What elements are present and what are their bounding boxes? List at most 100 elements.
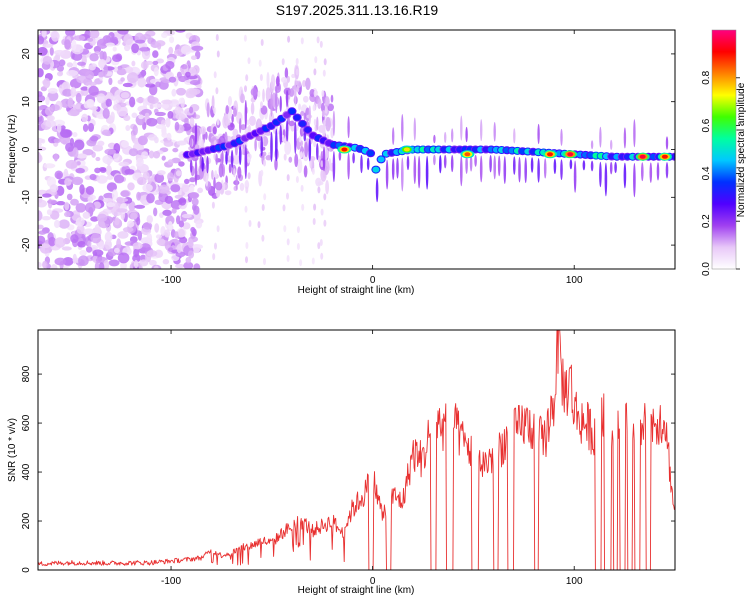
heatmap-noise-cell — [232, 154, 240, 165]
heatmap-noise-cell — [45, 96, 50, 106]
heatmap-noise-cell — [39, 243, 51, 249]
heatmap-noise-cell — [96, 38, 108, 49]
heatmap-noise-cell — [641, 162, 644, 182]
heatmap-noise-cell — [330, 94, 334, 103]
heatmap-noise-cell — [125, 66, 134, 74]
heatmap-noise-cell — [38, 110, 42, 117]
heatmap-noise-cell — [161, 131, 168, 138]
heatmap-noise-cell — [665, 162, 669, 179]
heatmap-noise-cell — [189, 177, 196, 183]
heatmap-noise-cell — [286, 255, 290, 262]
heatmap-noise-cell — [244, 205, 248, 213]
colorbar-tick-label: 0.4 — [701, 166, 712, 180]
heatmap-noise-cell — [138, 47, 151, 52]
heatmap-noise-cell — [433, 154, 436, 166]
heatmap-noise-cell — [132, 124, 138, 136]
heatmap-noise-cell — [323, 58, 327, 66]
heatmap-noise-cell — [573, 160, 577, 193]
heatmap-noise-cell — [295, 58, 299, 65]
heatmap-noise-cell — [261, 204, 265, 211]
heatmap-noise-cell — [84, 30, 91, 40]
heatmap-noise-cell — [212, 253, 216, 261]
heatmap-noise-cell — [156, 58, 165, 64]
x-tick-label: 100 — [566, 576, 583, 587]
heatmap-noise-cell — [112, 104, 122, 111]
heatmap-noise-cell — [185, 256, 192, 264]
heatmap-noise-cell — [262, 151, 267, 157]
heatmap-noise-cell — [266, 71, 270, 88]
heatmap-noise-cell — [142, 183, 153, 193]
heatmap-noise-cell — [194, 159, 198, 186]
heatmap-noise-cell — [313, 118, 317, 126]
heatmap-noise-cell — [38, 261, 42, 268]
heatmap-noise-cell — [183, 261, 194, 269]
heatmap-noise-cell — [302, 95, 309, 103]
heatmap-noise-cell — [116, 238, 122, 250]
heatmap-noise-cell — [70, 198, 79, 206]
heatmap-noise-cell — [170, 184, 181, 193]
heatmap-noise-cell — [401, 157, 404, 192]
heatmap-noise-cell — [311, 167, 315, 175]
heatmap-noise-cell — [203, 153, 207, 164]
heatmap-noise-cell — [238, 146, 242, 165]
heatmap-noise-cell — [133, 259, 139, 269]
heatmap-noise-cell — [71, 51, 83, 61]
heatmap-noise-cell — [97, 71, 105, 78]
snr-y-axis-label: SNR (10 * v/v) — [7, 418, 18, 482]
heatmap-noise-cell — [322, 124, 326, 137]
heatmap-noise-cell — [67, 97, 74, 109]
heatmap-noise-cell — [312, 218, 316, 225]
heatmap-noise-cell — [433, 134, 436, 144]
heatmap-noise-cell — [90, 216, 99, 222]
heatmap-noise-cell — [87, 196, 94, 202]
heatmap-noise-cell — [85, 81, 97, 87]
heatmap-noise-cell — [146, 193, 155, 204]
heatmap-noise-cell — [175, 170, 182, 177]
heatmap-noise-cell — [230, 149, 234, 168]
heatmap-ridge-cell — [299, 120, 306, 127]
heatmap-noise-cell — [233, 107, 237, 118]
heatmap-noise-cell — [260, 136, 264, 157]
heatmap-noise-cell — [74, 103, 81, 110]
heatmap-noise-cell — [197, 187, 204, 194]
heatmap-noise-cell — [174, 231, 180, 239]
heatmap-noise-cell — [366, 157, 370, 171]
heatmap-noise-cell — [189, 159, 193, 173]
heatmap-noise-cell — [198, 135, 202, 150]
heatmap-noise-cell — [155, 81, 161, 88]
heatmap-noise-cell — [665, 136, 669, 150]
heatmap-noise-cell — [479, 155, 483, 183]
heatmap-noise-cell — [153, 265, 159, 269]
heatmap-noise-cell — [190, 55, 197, 60]
heatmap-noise-cell — [599, 161, 602, 188]
heatmap-noise-cell — [317, 186, 321, 194]
heatmap-noise-cell — [123, 34, 134, 45]
heatmap-noise-cell — [123, 115, 131, 121]
heatmap-noise-cell — [139, 259, 149, 267]
heatmap-noise-cell — [113, 174, 125, 184]
heatmap-noise-cell — [98, 262, 105, 269]
heatmap-noise-cell — [215, 181, 223, 191]
heatmap-noise-cell — [161, 155, 166, 161]
heatmap-noise-cell — [146, 233, 153, 243]
colorbar-scale — [712, 30, 736, 269]
x-tick-label: -100 — [161, 576, 181, 587]
heatmap-noise-cell — [109, 36, 118, 43]
heatmap-noise-cell — [247, 57, 251, 65]
heatmap-noise-cell — [112, 46, 117, 52]
heatmap-noise-cell — [146, 117, 158, 127]
heatmap-noise-cell — [443, 154, 447, 169]
heatmap-noise-cell — [401, 113, 404, 142]
heatmap-noise-cell — [244, 99, 247, 129]
heatmap-noise-cell — [134, 39, 146, 44]
heatmap-noise-cell — [360, 154, 363, 174]
heatmap-noise-cell — [297, 158, 303, 174]
heatmap-noise-cell — [99, 50, 105, 61]
heatmap-noise-cell — [513, 156, 516, 175]
heatmap-noise-cell — [274, 157, 278, 171]
heatmap-noise-cell — [609, 161, 613, 175]
heatmap-noise-cell — [560, 159, 563, 181]
heatmap-noise-cell — [332, 110, 336, 136]
heatmap-noise-cell — [148, 259, 157, 266]
heatmap-noise-cell — [295, 68, 299, 76]
